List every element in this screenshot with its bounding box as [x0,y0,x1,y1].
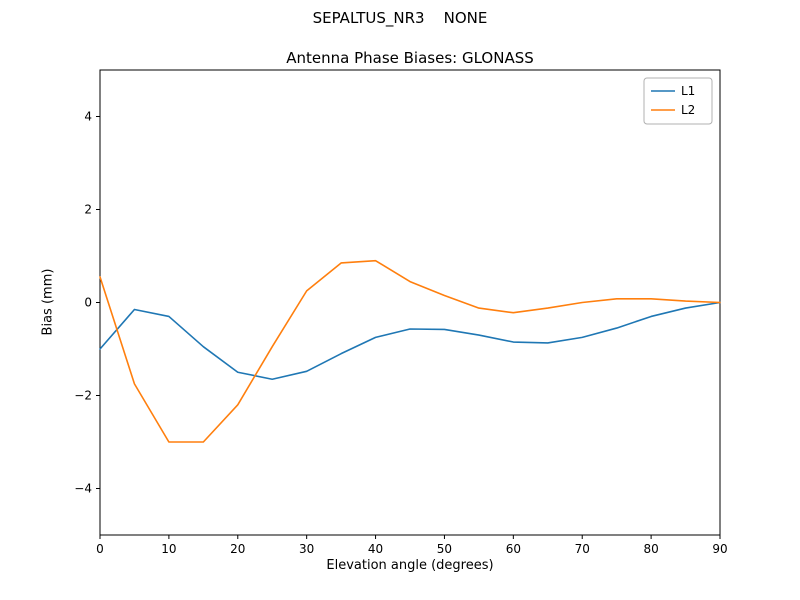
x-tick-label: 60 [506,542,521,556]
figure-suptitle: SEPALTUS_NR3 NONE [312,9,488,27]
x-axis-label: Elevation angle (degrees) [326,558,494,573]
axes-title: Antenna Phase Biases: GLONASS [286,49,534,67]
y-tick-label: 0 [84,296,92,310]
x-tick-label: 70 [575,542,590,556]
x-tick-label: 40 [368,542,383,556]
y-tick-label: 4 [84,110,92,124]
x-tick-label: 30 [299,542,314,556]
y-tick-label: −4 [74,482,92,496]
legend-box [643,77,713,125]
series-line-L2 [99,259,721,443]
x-tick-label: 20 [230,542,245,556]
x-tick-label: 90 [712,542,727,556]
y-tick-label: 2 [84,203,92,217]
series-line-L1 [99,301,721,381]
x-tick-label: 10 [161,542,176,556]
legend-label-L1: L1 [681,84,695,98]
x-tick-label: 80 [643,542,658,556]
legend-label-L2: L2 [681,103,695,117]
axes-spine [99,69,721,536]
y-tick-label: −2 [74,389,92,403]
x-tick-label: 0 [96,542,104,556]
y-axis-label: Bias (mm) [40,268,56,336]
x-tick-label: 50 [437,542,452,556]
